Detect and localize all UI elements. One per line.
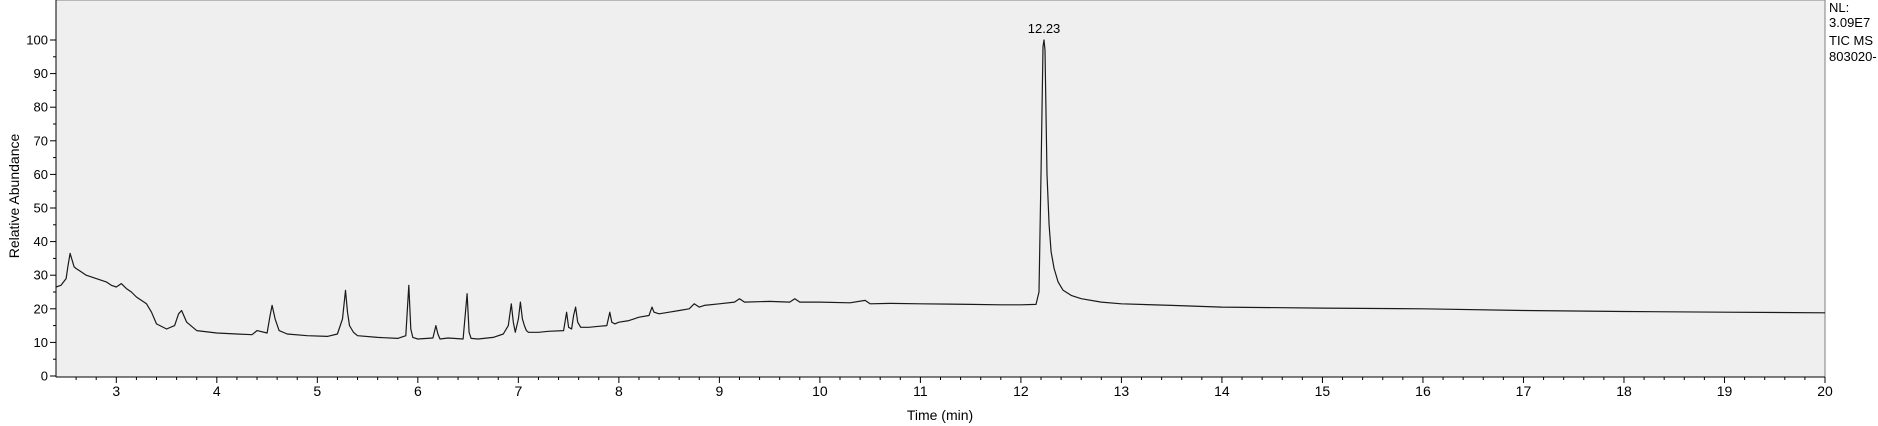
x-tick-label: 10	[812, 383, 828, 399]
y-tick-label: 40	[34, 234, 48, 249]
x-tick-label: 13	[1114, 383, 1130, 399]
nl-label: NL:	[1829, 0, 1849, 15]
x-axis: 3 4 5 6 7 8 9 10 11 12 13 14 15 16 17 18 19 20	[56, 376, 1833, 399]
x-tick-label: 3	[112, 383, 120, 399]
x-tick-label: 9	[715, 383, 723, 399]
x-axis-title: Time (min)	[907, 407, 973, 423]
x-tick-label: 14	[1214, 383, 1230, 399]
y-axis: 0 10 20 30 40 50 60 70 80 90 100	[26, 0, 57, 384]
x-tick-label: 12	[1013, 383, 1029, 399]
nl-value: 3.09E7	[1829, 15, 1870, 30]
x-tick-label: 20	[1817, 383, 1833, 399]
x-tick-label: 17	[1516, 383, 1532, 399]
y-tick-label: 50	[34, 201, 48, 216]
chromatogram-trace	[55, 39, 1826, 340]
y-tick-label: 0	[41, 369, 48, 384]
x-tick-label: 6	[414, 383, 422, 399]
y-tick-label: 100	[26, 33, 48, 48]
x-tick-label: 19	[1717, 383, 1733, 399]
y-tick-label: 60	[34, 167, 48, 182]
x-tick-label: 5	[313, 383, 321, 399]
y-tick-label: 90	[34, 66, 48, 81]
x-tick-label: 4	[213, 383, 221, 399]
x-tick-label: 11	[913, 383, 928, 399]
scan-type: TIC MS	[1829, 33, 1873, 48]
y-tick-label: 30	[34, 268, 48, 283]
x-tick-label: 16	[1415, 383, 1431, 399]
x-tick-label: 7	[514, 383, 522, 399]
y-tick-label: 80	[34, 100, 48, 115]
side-info: NL: 3.09E7 TIC MS 803020-	[1829, 0, 1877, 64]
x-tick-label: 8	[615, 383, 623, 399]
x-tick-label: 15	[1315, 383, 1331, 399]
y-tick-label: 10	[34, 335, 48, 350]
plot-area	[55, 0, 1826, 378]
y-axis-title: Relative Abundance	[6, 134, 22, 259]
x-tick-label: 18	[1616, 383, 1632, 399]
file-name: 803020-	[1829, 49, 1877, 64]
y-tick-label: 70	[34, 133, 48, 148]
y-tick-label: 20	[34, 301, 48, 316]
peak-label: 12.23	[1028, 21, 1061, 36]
